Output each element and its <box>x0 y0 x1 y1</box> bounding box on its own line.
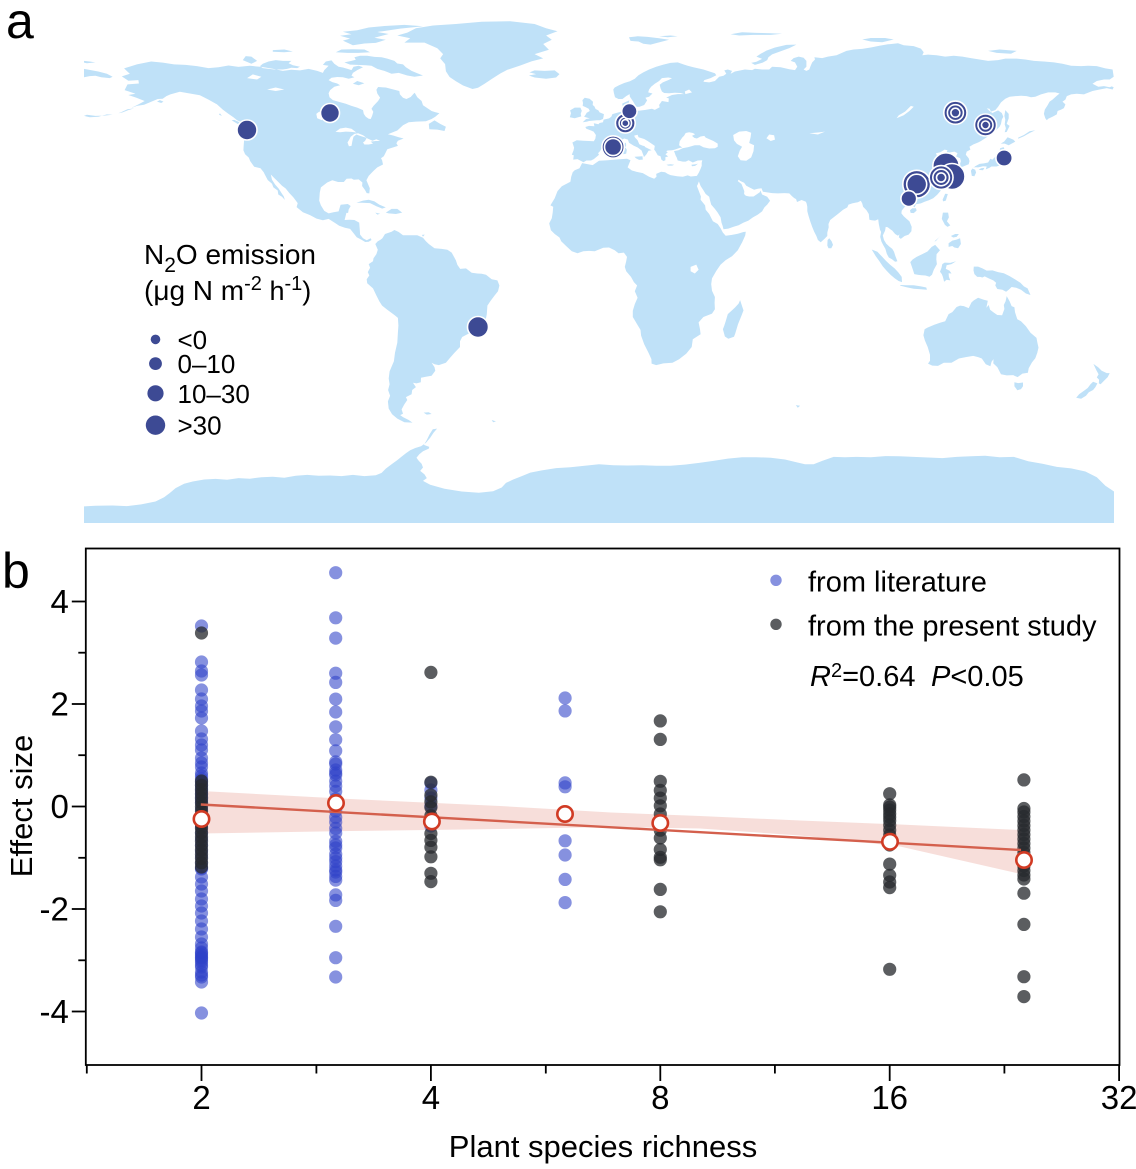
svg-text:16: 16 <box>871 1079 908 1116</box>
svg-text:b: b <box>2 543 30 599</box>
svg-text:0–10: 0–10 <box>178 349 236 379</box>
svg-text:8: 8 <box>651 1079 669 1116</box>
svg-text:a: a <box>6 0 34 49</box>
svg-text:0: 0 <box>50 788 68 825</box>
svg-text:2: 2 <box>192 1079 210 1116</box>
svg-text:2: 2 <box>50 685 68 722</box>
svg-text:4: 4 <box>50 583 68 620</box>
svg-text:-4: -4 <box>39 993 68 1030</box>
svg-text:Plant species richness: Plant species richness <box>449 1129 757 1164</box>
svg-text:>30: >30 <box>178 411 222 441</box>
svg-text:4: 4 <box>422 1079 440 1116</box>
svg-text:from the present study: from the present study <box>808 610 1097 642</box>
svg-text:from literature: from literature <box>808 566 987 598</box>
svg-text:10–30: 10–30 <box>178 379 250 409</box>
svg-text:R2=0.64: R2=0.64 <box>810 660 915 693</box>
svg-text:P<0.05: P<0.05 <box>931 661 1024 693</box>
svg-text:<0: <0 <box>178 325 208 355</box>
svg-text:(μg N m-2 h-1): (μg N m-2 h-1) <box>144 273 311 306</box>
svg-text:Effect size: Effect size <box>4 735 39 877</box>
svg-text:32: 32 <box>1101 1079 1136 1116</box>
svg-text:-2: -2 <box>39 890 68 927</box>
